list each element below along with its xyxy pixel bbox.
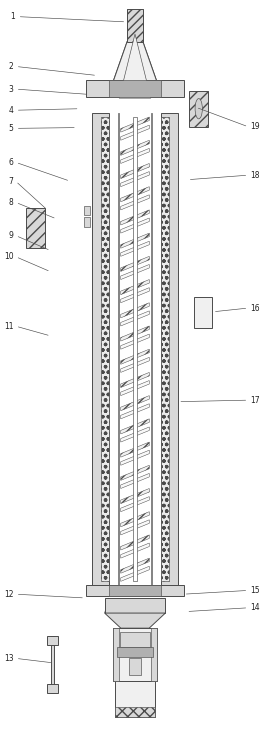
Bar <box>189 91 208 127</box>
Polygon shape <box>121 497 149 512</box>
Polygon shape <box>121 164 149 178</box>
Polygon shape <box>121 473 149 488</box>
Bar <box>127 9 143 42</box>
Text: 14: 14 <box>251 603 260 612</box>
Bar <box>129 658 141 675</box>
Bar <box>92 113 109 585</box>
Bar <box>100 117 109 581</box>
Bar <box>120 632 150 647</box>
Bar <box>26 208 45 248</box>
Polygon shape <box>121 140 149 156</box>
Text: 2: 2 <box>9 62 14 71</box>
Bar <box>84 206 90 215</box>
Polygon shape <box>121 326 149 341</box>
Polygon shape <box>121 465 149 480</box>
Text: 11: 11 <box>4 322 14 331</box>
Polygon shape <box>121 488 149 504</box>
Polygon shape <box>121 396 149 411</box>
Polygon shape <box>121 257 149 271</box>
Text: 16: 16 <box>251 304 260 313</box>
Text: 18: 18 <box>251 171 260 180</box>
Polygon shape <box>121 186 149 202</box>
Bar <box>86 585 184 596</box>
Text: 19: 19 <box>251 122 260 131</box>
Bar <box>47 636 58 645</box>
Bar <box>113 628 157 681</box>
Polygon shape <box>121 419 149 434</box>
Polygon shape <box>121 543 149 558</box>
Polygon shape <box>121 404 149 419</box>
Text: 9: 9 <box>9 231 14 240</box>
Polygon shape <box>121 349 149 364</box>
Bar <box>133 117 137 581</box>
Polygon shape <box>121 520 149 535</box>
Polygon shape <box>121 334 149 349</box>
Bar <box>109 585 161 596</box>
Polygon shape <box>119 34 151 98</box>
Text: 5: 5 <box>9 124 14 133</box>
Polygon shape <box>109 42 161 94</box>
Bar <box>118 113 119 585</box>
Polygon shape <box>121 535 149 550</box>
Polygon shape <box>121 288 149 303</box>
Polygon shape <box>121 442 149 457</box>
Polygon shape <box>121 195 149 210</box>
Polygon shape <box>121 566 149 581</box>
Bar <box>51 636 54 693</box>
Bar <box>47 684 58 693</box>
Bar <box>105 598 165 613</box>
Text: 1: 1 <box>11 12 15 21</box>
Bar <box>161 117 170 581</box>
Polygon shape <box>121 357 149 372</box>
Circle shape <box>195 99 202 119</box>
Bar <box>151 113 153 585</box>
Polygon shape <box>121 149 149 164</box>
Polygon shape <box>121 311 149 326</box>
Polygon shape <box>121 117 149 132</box>
Bar <box>117 647 153 657</box>
Polygon shape <box>121 303 149 318</box>
Text: 17: 17 <box>251 396 260 405</box>
Polygon shape <box>121 381 149 396</box>
Bar <box>161 113 178 585</box>
Polygon shape <box>121 233 149 248</box>
Text: 12: 12 <box>4 590 14 599</box>
Text: 4: 4 <box>9 106 14 115</box>
Text: 13: 13 <box>4 654 14 663</box>
Bar <box>86 80 184 97</box>
Polygon shape <box>121 512 149 527</box>
Polygon shape <box>121 264 149 279</box>
Bar <box>84 217 90 226</box>
Bar <box>115 681 155 717</box>
Text: 10: 10 <box>4 252 14 261</box>
Text: 15: 15 <box>251 586 260 595</box>
Polygon shape <box>121 218 149 233</box>
Bar <box>113 628 119 681</box>
Bar <box>109 80 161 97</box>
Polygon shape <box>121 125 149 140</box>
Text: 6: 6 <box>9 158 14 167</box>
Text: 7: 7 <box>9 177 14 186</box>
Polygon shape <box>121 372 149 387</box>
Text: 8: 8 <box>9 198 14 207</box>
Text: 3: 3 <box>9 85 14 94</box>
Polygon shape <box>105 613 165 628</box>
Polygon shape <box>121 279 149 294</box>
Polygon shape <box>121 450 149 465</box>
Polygon shape <box>121 558 149 573</box>
Polygon shape <box>121 171 149 186</box>
Bar <box>194 297 212 328</box>
Polygon shape <box>121 210 149 225</box>
Polygon shape <box>121 242 149 257</box>
Polygon shape <box>121 427 149 442</box>
Bar <box>151 628 157 681</box>
Bar <box>115 707 155 717</box>
